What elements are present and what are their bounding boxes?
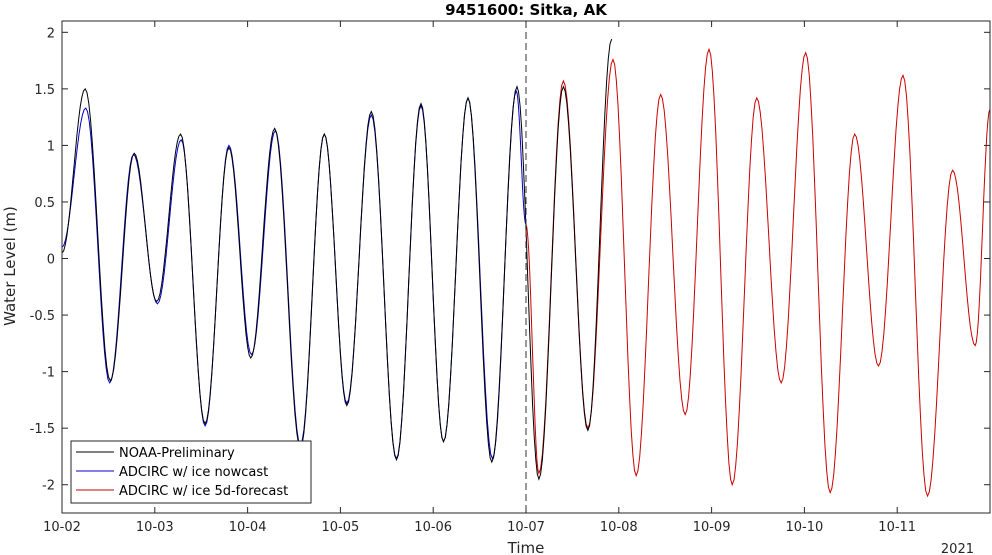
y-tick-label: -1.5 — [30, 422, 55, 437]
x-tick-label: 10-11 — [878, 520, 916, 535]
legend-entry-noaa-preliminary: NOAA-Preliminary — [119, 446, 235, 461]
y-tick-label: -1 — [42, 366, 55, 381]
x-axis-label: Time — [507, 539, 545, 555]
y-axis-label: Water Level (m) — [1, 206, 19, 326]
y-tick-label: -0.5 — [30, 309, 55, 324]
legend: NOAA-Preliminary ADCIRC w/ ice nowcast ADC… — [70, 440, 312, 504]
y-tick-label: 1 — [47, 139, 55, 154]
x-tick-label: 10-06 — [414, 520, 452, 535]
y-tick-label: -2 — [42, 479, 55, 494]
x-tick-label: 10-03 — [136, 520, 174, 535]
x-tick-label: 10-08 — [600, 520, 638, 535]
x-tick-label: 10-04 — [229, 520, 267, 535]
x-tick-label: 10-07 — [507, 520, 545, 535]
axes: -2 -1.5 -1 -0.5 0 0.5 1 1.5 2 10-02 10-03 10-04 10-0… — [30, 20, 991, 535]
x-tick-label: 10-02 — [43, 520, 81, 535]
legend-box — [70, 440, 312, 504]
y-tick-label: 0 — [47, 253, 55, 268]
y-tick-label: 2 — [47, 26, 55, 41]
y-tick-label: 1.5 — [34, 83, 55, 98]
legend-entry-adcirc-forecast: ADCIRC w/ ice 5d-forecast — [119, 484, 288, 499]
y-tick-label: 0.5 — [34, 196, 55, 211]
legend-entry-adcirc-nowcast: ADCIRC w/ ice nowcast — [119, 465, 268, 480]
chart-title: 9451600: Sitka, AK — [445, 1, 608, 19]
series-line-adcirc-forecast — [525, 47, 991, 498]
x-tick-label: 10-10 — [786, 520, 824, 535]
x-tick-label: 10-05 — [322, 520, 360, 535]
x-tick-label: 10-09 — [693, 520, 731, 535]
plot-area — [61, 21, 991, 513]
series-line-noaa-preliminary — [61, 38, 613, 481]
year-label: 2021 — [941, 542, 974, 555]
